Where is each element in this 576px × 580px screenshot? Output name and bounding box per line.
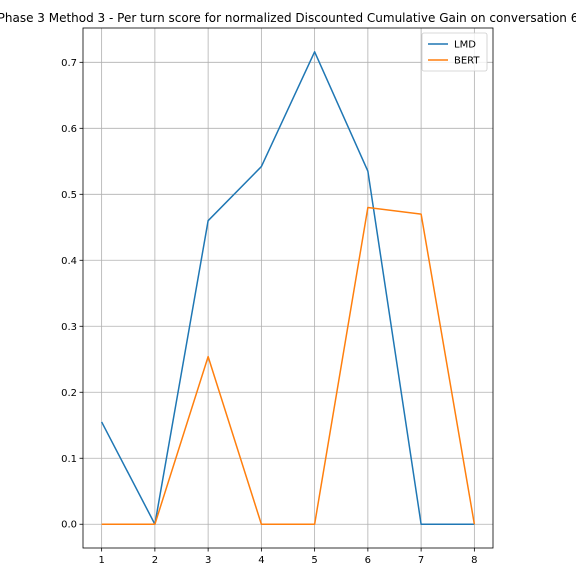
x-tick-label: 2 (152, 555, 158, 566)
plot-frame (82, 27, 494, 549)
y-tick-label: 0.2 (61, 388, 77, 399)
series-line-lmd (100, 51, 475, 525)
x-tick-label: 4 (258, 555, 264, 566)
y-tick-label: 0.5 (61, 190, 77, 201)
legend-box (421, 32, 488, 72)
x-tick-label: 8 (471, 555, 477, 566)
y-tick-label: 0.0 (61, 520, 77, 531)
chart-title: Phase 3 Method 3 - Per turn score for no… (0, 11, 576, 25)
x-tick-label: 3 (205, 555, 211, 566)
y-tick-label: 0.7 (61, 58, 77, 69)
y-tick-label: 0.6 (61, 124, 77, 135)
x-tick-label: 7 (418, 555, 424, 566)
legend-label-lmd: LMD (454, 40, 476, 51)
legend-label-bert: BERT (454, 56, 480, 67)
y-tick-label: 0.1 (61, 454, 77, 465)
x-tick-label: 6 (365, 555, 371, 566)
x-tick-label: 5 (311, 555, 317, 566)
series-line-bert (101, 206, 476, 525)
x-tick-label: 1 (98, 555, 104, 566)
y-tick-label: 0.3 (61, 322, 77, 333)
y-tick-label: 0.4 (61, 256, 77, 267)
